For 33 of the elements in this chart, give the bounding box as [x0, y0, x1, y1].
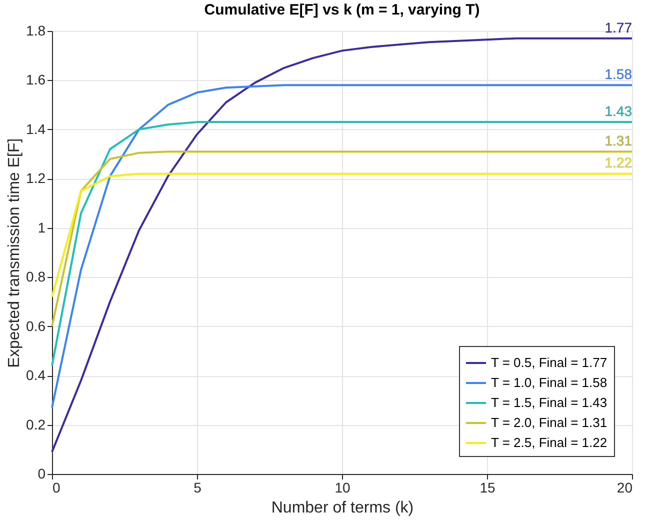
line-series — [51, 84, 633, 409]
annotation: 1.22 — [604, 154, 632, 171]
x-tick-label: 10 — [334, 480, 350, 496]
x-tick-label: 5 — [194, 480, 202, 496]
x-axis-title: Number of terms (k) — [271, 500, 414, 516]
annotation: 1.77 — [604, 19, 632, 36]
legend-label: T = 2.5, Final = 1.22 — [491, 435, 608, 450]
line-series — [51, 121, 633, 367]
line-series — [51, 150, 633, 328]
x-tick-label: 20 — [616, 480, 633, 496]
y-tick-label: 0.2 — [26, 416, 46, 432]
legend-label: T = 1.0, Final = 1.58 — [491, 375, 608, 390]
y-tick-label: 1.8 — [26, 22, 46, 38]
y-axis-title: Expected transmission time E[F] — [6, 138, 24, 368]
y-tick-label: 0 — [38, 466, 46, 482]
line-series — [51, 172, 633, 298]
legend-label: T = 0.5, Final = 1.77 — [491, 355, 608, 370]
x-tick-label: 15 — [480, 480, 496, 496]
y-tick-label: 0.6 — [26, 318, 46, 334]
chart-title: Cumulative E[F] vs k (m = 1, varying T) — [204, 1, 480, 18]
y-tick-label: 0.8 — [26, 268, 46, 285]
line-series — [51, 37, 633, 453]
y-tick-label: 0.4 — [26, 367, 46, 384]
y-tick-label: 1.4 — [26, 120, 46, 137]
y-tick-label: 1 — [38, 219, 46, 236]
legend-label: T = 1.5, Final = 1.43 — [491, 395, 608, 410]
x-tick-label: 0 — [52, 480, 60, 496]
legend-label: T = 2.0, Final = 1.31 — [491, 415, 608, 430]
annotation: 1.31 — [604, 132, 632, 149]
y-tick-label: 1.2 — [26, 170, 46, 186]
annotation: 1.43 — [604, 103, 632, 120]
y-tick-label: 1.6 — [26, 72, 46, 88]
annotation: 1.58 — [604, 66, 632, 82]
